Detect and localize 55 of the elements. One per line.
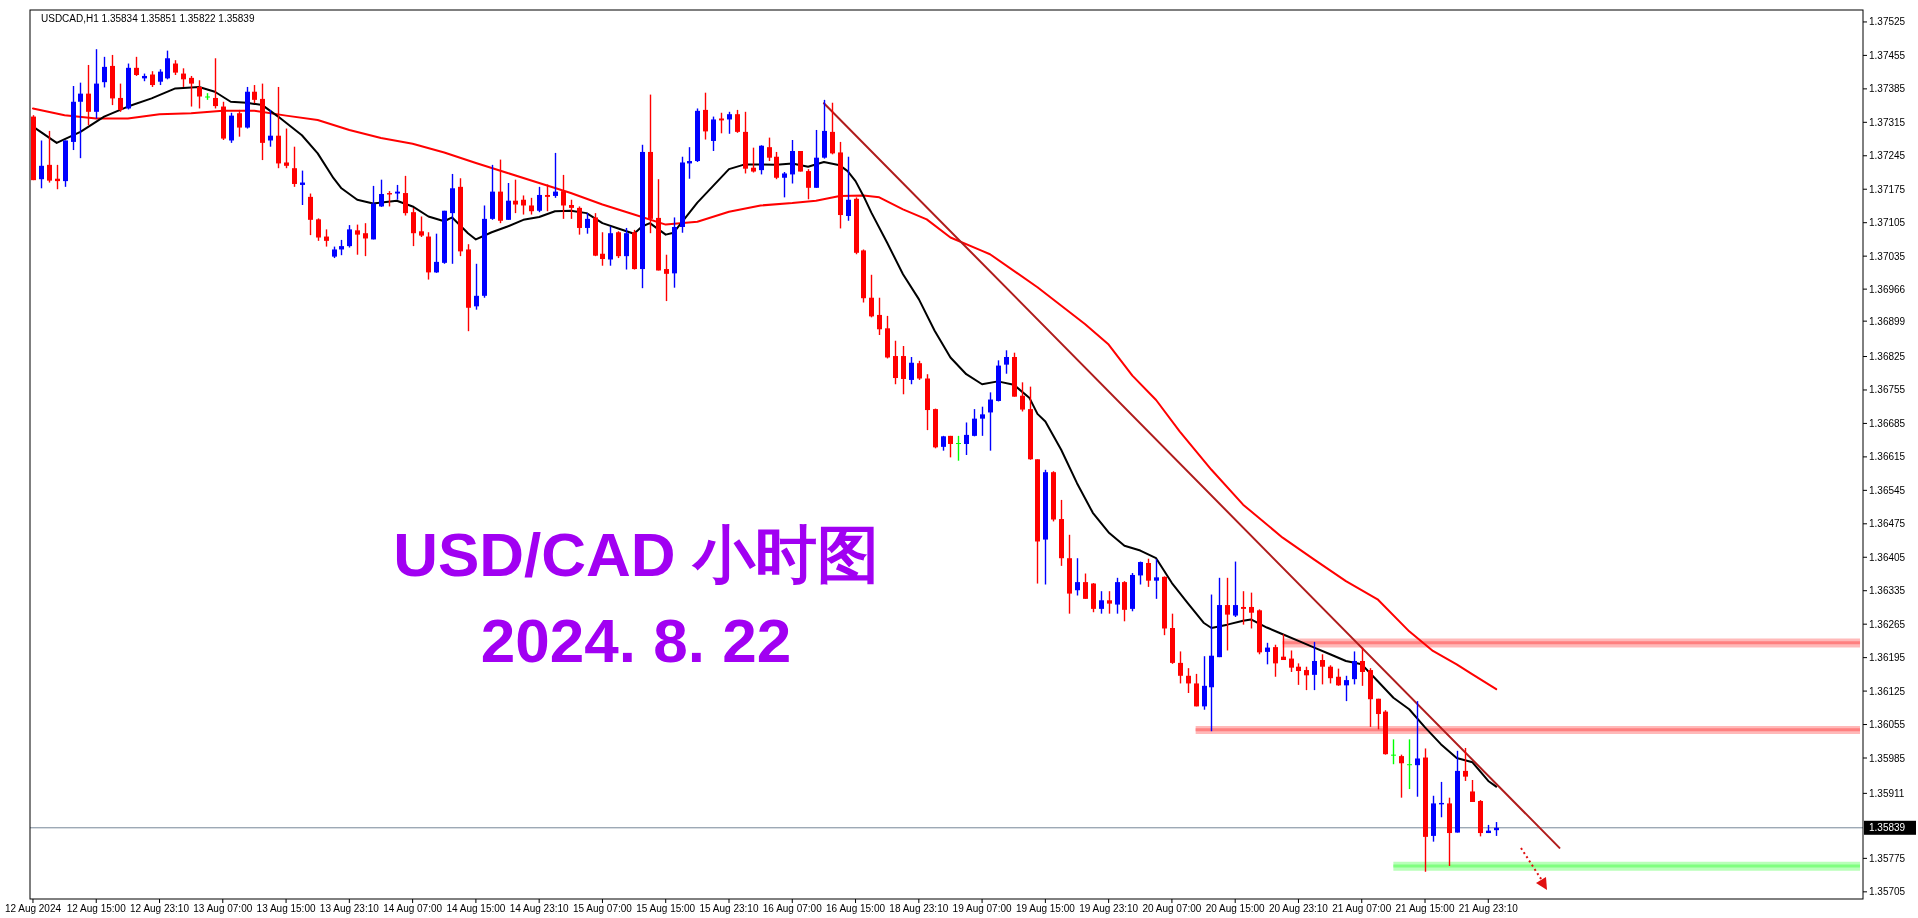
x-tick-label: 20 Aug 07:00 bbox=[1142, 903, 1202, 914]
x-tick-label: 13 Aug 23:10 bbox=[319, 903, 380, 914]
annotation: USDCAD,H1 1.35834 1.35851 1.35822 1.35839 bbox=[41, 13, 255, 24]
y-tick-label: 1.36265 bbox=[1869, 618, 1906, 630]
y-tick-label: 1.37525 bbox=[1869, 16, 1906, 28]
x-tick-label: 16 Aug 15:00 bbox=[826, 903, 886, 914]
y-tick-label: 1.36545 bbox=[1869, 484, 1906, 496]
y-tick-label: 1.36825 bbox=[1869, 351, 1906, 363]
y-tick-label: 1.37455 bbox=[1869, 49, 1906, 61]
y-tick-label: 1.37315 bbox=[1869, 116, 1906, 128]
y-tick-label: 1.37035 bbox=[1869, 250, 1906, 262]
x-tick-label: 12 Aug 23:10 bbox=[130, 903, 190, 914]
y-tick-label: 1.35985 bbox=[1869, 752, 1906, 764]
y-tick-label: 1.37175 bbox=[1869, 183, 1906, 195]
x-tick-label: 14 Aug 15:00 bbox=[446, 903, 506, 914]
x-tick-label: 19 Aug 23:10 bbox=[1079, 903, 1139, 914]
x-tick-label: 14 Aug 23:10 bbox=[509, 903, 570, 914]
y-tick-label: 1.37105 bbox=[1869, 217, 1906, 229]
x-tick-label: 20 Aug 15:00 bbox=[1205, 903, 1266, 914]
y-tick-label: 1.36899 bbox=[1869, 315, 1906, 327]
x-tick-label: 19 Aug 15:00 bbox=[1015, 903, 1076, 914]
y-tick-label: 1.36335 bbox=[1869, 585, 1906, 597]
x-tick-label: 12 Aug 15:00 bbox=[66, 903, 127, 914]
x-tick-label: 14 Aug 07:00 bbox=[383, 903, 443, 914]
y-tick-label: 1.37385 bbox=[1869, 83, 1906, 95]
text: USD/CAD 小时图 bbox=[393, 520, 879, 589]
y-tick-label: 1.36195 bbox=[1869, 652, 1906, 664]
line-series bbox=[31, 107, 1498, 691]
x-tick-label: 18 Aug 23:10 bbox=[889, 903, 949, 914]
y-tick-label: 1.36966 bbox=[1869, 283, 1906, 295]
x-tick-label: 15 Aug 15:00 bbox=[636, 903, 696, 914]
text: 2024. 8. 22 bbox=[480, 606, 792, 675]
y-tick-label: 1.35705 bbox=[1869, 886, 1906, 898]
y-tick-label: 1.35775 bbox=[1869, 852, 1906, 864]
y-tick-label: 1.37245 bbox=[1869, 150, 1906, 162]
x-tick-label: 20 Aug 23:10 bbox=[1268, 903, 1329, 914]
x-tick-label: 21 Aug 15:00 bbox=[1395, 903, 1455, 914]
x-tick-label: 21 Aug 07:00 bbox=[1332, 903, 1392, 914]
y-tick-label: 1.36615 bbox=[1869, 451, 1906, 463]
y-tick-label: 1.36755 bbox=[1869, 384, 1906, 396]
x-tick-label: 15 Aug 07:00 bbox=[572, 903, 633, 914]
x-tick-label: 21 Aug 23:10 bbox=[1458, 903, 1519, 914]
y-tick-label: 1.36475 bbox=[1869, 518, 1906, 530]
ref-line-label: 1.35839 bbox=[1869, 822, 1906, 834]
x-tick-label: 19 Aug 07:00 bbox=[952, 903, 1012, 914]
x-tick-label: 13 Aug 07:00 bbox=[193, 903, 253, 914]
y-tick-label: 1.36125 bbox=[1869, 685, 1906, 697]
y-tick-label: 1.36405 bbox=[1869, 551, 1906, 563]
y-tick-label: 1.35911 bbox=[1869, 787, 1905, 799]
y-tick-label: 1.36055 bbox=[1869, 719, 1906, 731]
x-tick-label: 16 Aug 07:00 bbox=[762, 903, 823, 914]
x-tick-label: 15 Aug 23:10 bbox=[699, 903, 759, 914]
x-tick-label: 12 Aug 2024 bbox=[4, 903, 62, 914]
x-tick-label: 13 Aug 15:00 bbox=[256, 903, 316, 914]
y-tick-label: 1.36685 bbox=[1869, 417, 1906, 429]
